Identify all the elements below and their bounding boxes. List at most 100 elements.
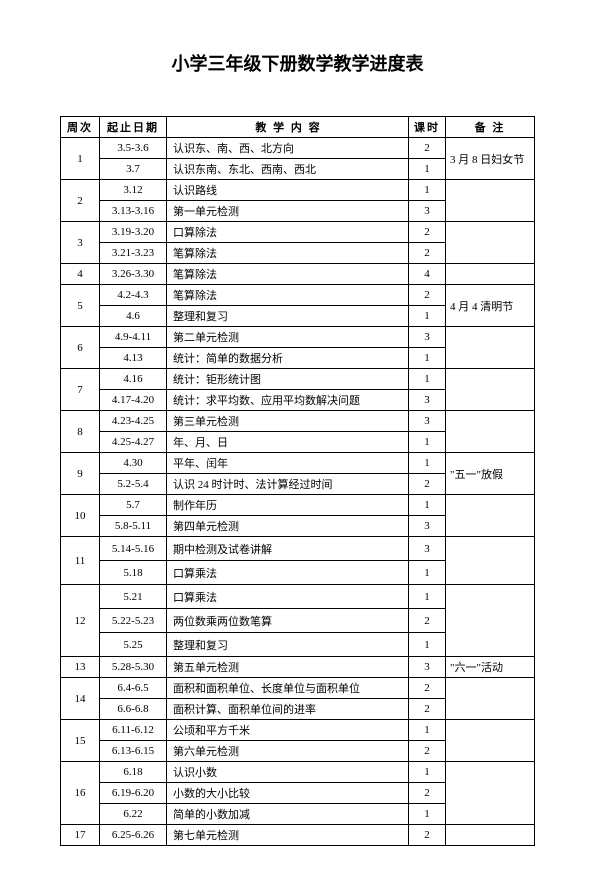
cell-content: 第七单元检测 xyxy=(167,825,409,846)
cell-notes xyxy=(446,264,535,285)
cell-hours: 2 xyxy=(409,825,446,846)
table-row: 176.25-6.26第七单元检测2 xyxy=(61,825,535,846)
page-title: 小学三年级下册数学教学进度表 xyxy=(60,50,535,76)
cell-notes xyxy=(446,678,535,720)
cell-week: 1 xyxy=(61,138,100,180)
cell-week: 16 xyxy=(61,762,100,825)
cell-hours: 1 xyxy=(409,180,446,201)
cell-content: 第五单元检测 xyxy=(167,657,409,678)
cell-content: 笔算除法 xyxy=(167,243,409,264)
cell-hours: 1 xyxy=(409,495,446,516)
cell-content: 认识 24 时计时、法计算经过时间 xyxy=(167,474,409,495)
cell-hours: 1 xyxy=(409,348,446,369)
cell-content: 笔算除法 xyxy=(167,285,409,306)
cell-hours: 3 xyxy=(409,411,446,432)
cell-date: 3.7 xyxy=(100,159,167,180)
cell-date: 3.21-3.23 xyxy=(100,243,167,264)
cell-content: 小数的大小比较 xyxy=(167,783,409,804)
table-row: 74.16统计：钜形统计图1 xyxy=(61,369,535,390)
cell-date: 3.13-3.16 xyxy=(100,201,167,222)
page-container: 小学三年级下册数学教学进度表 周次 起止日期 教 学 内 容 课时 备 注 13… xyxy=(0,0,595,886)
cell-date: 4.25-4.27 xyxy=(100,432,167,453)
table-row: 125.21口算乘法1 xyxy=(61,585,535,609)
cell-week: 13 xyxy=(61,657,100,678)
cell-content: 期中检测及试卷讲解 xyxy=(167,537,409,561)
cell-date: 3.26-3.30 xyxy=(100,264,167,285)
table-row: 105.7制作年历1 xyxy=(61,495,535,516)
cell-date: 6.18 xyxy=(100,762,167,783)
cell-week: 8 xyxy=(61,411,100,453)
cell-week: 10 xyxy=(61,495,100,537)
cell-content: 第三单元检测 xyxy=(167,411,409,432)
cell-hours: 1 xyxy=(409,561,446,585)
cell-hours: 1 xyxy=(409,453,446,474)
cell-content: 制作年历 xyxy=(167,495,409,516)
cell-content: 统计：简单的数据分析 xyxy=(167,348,409,369)
table-body: 13.5-3.6认识东、南、西、北方向23 月 8 日妇女节3.7认识东南、东北… xyxy=(61,138,535,846)
cell-date: 4.16 xyxy=(100,369,167,390)
cell-week: 14 xyxy=(61,678,100,720)
cell-date: 6.11-6.12 xyxy=(100,720,167,741)
cell-notes xyxy=(446,825,535,846)
cell-hours: 3 xyxy=(409,516,446,537)
cell-content: 整理和复习 xyxy=(167,633,409,657)
table-row: 166.18认识小数1 xyxy=(61,762,535,783)
cell-content: 公顷和平方千米 xyxy=(167,720,409,741)
cell-hours: 2 xyxy=(409,138,446,159)
header-date: 起止日期 xyxy=(100,117,167,138)
cell-hours: 1 xyxy=(409,369,446,390)
cell-notes xyxy=(446,180,535,222)
cell-date: 4.30 xyxy=(100,453,167,474)
table-row: 23.12认识路线1 xyxy=(61,180,535,201)
table-row: 43.26-3.30笔算除法4 xyxy=(61,264,535,285)
cell-date: 4.6 xyxy=(100,306,167,327)
cell-date: 4.23-4.25 xyxy=(100,411,167,432)
cell-notes xyxy=(446,537,535,585)
cell-hours: 2 xyxy=(409,243,446,264)
cell-date: 5.2-5.4 xyxy=(100,474,167,495)
header-week: 周次 xyxy=(61,117,100,138)
cell-hours: 1 xyxy=(409,585,446,609)
cell-content: 口算乘法 xyxy=(167,561,409,585)
cell-hours: 1 xyxy=(409,159,446,180)
cell-content: 口算乘法 xyxy=(167,585,409,609)
table-row: 13.5-3.6认识东、南、西、北方向23 月 8 日妇女节 xyxy=(61,138,535,159)
cell-hours: 2 xyxy=(409,474,446,495)
cell-date: 4.9-4.11 xyxy=(100,327,167,348)
cell-content: 整理和复习 xyxy=(167,306,409,327)
cell-hours: 1 xyxy=(409,633,446,657)
cell-date: 6.6-6.8 xyxy=(100,699,167,720)
table-row: 54.2-4.3笔算除法24 月 4 清明节 xyxy=(61,285,535,306)
cell-date: 6.22 xyxy=(100,804,167,825)
cell-notes xyxy=(446,222,535,264)
cell-hours: 2 xyxy=(409,741,446,762)
cell-date: 5.22-5.23 xyxy=(100,609,167,633)
cell-date: 5.18 xyxy=(100,561,167,585)
cell-content: 口算除法 xyxy=(167,222,409,243)
cell-hours: 2 xyxy=(409,699,446,720)
cell-hours: 4 xyxy=(409,264,446,285)
cell-notes: 3 月 8 日妇女节 xyxy=(446,138,535,180)
header-notes: 备 注 xyxy=(446,117,535,138)
schedule-table: 周次 起止日期 教 学 内 容 课时 备 注 13.5-3.6认识东、南、西、北… xyxy=(60,116,535,846)
cell-date: 4.17-4.20 xyxy=(100,390,167,411)
cell-notes xyxy=(446,369,535,411)
cell-date: 6.19-6.20 xyxy=(100,783,167,804)
cell-content: 年、月、日 xyxy=(167,432,409,453)
cell-content: 笔算除法 xyxy=(167,264,409,285)
cell-hours: 1 xyxy=(409,804,446,825)
cell-date: 4.13 xyxy=(100,348,167,369)
cell-date: 5.14-5.16 xyxy=(100,537,167,561)
cell-week: 9 xyxy=(61,453,100,495)
cell-content: 第一单元检测 xyxy=(167,201,409,222)
cell-date: 5.21 xyxy=(100,585,167,609)
cell-hours: 2 xyxy=(409,222,446,243)
table-row: 33.19-3.20口算除法2 xyxy=(61,222,535,243)
cell-week: 5 xyxy=(61,285,100,327)
cell-hours: 2 xyxy=(409,783,446,804)
cell-notes xyxy=(446,327,535,369)
cell-content: 第六单元检测 xyxy=(167,741,409,762)
cell-date: 5.25 xyxy=(100,633,167,657)
cell-week: 6 xyxy=(61,327,100,369)
cell-week: 2 xyxy=(61,180,100,222)
